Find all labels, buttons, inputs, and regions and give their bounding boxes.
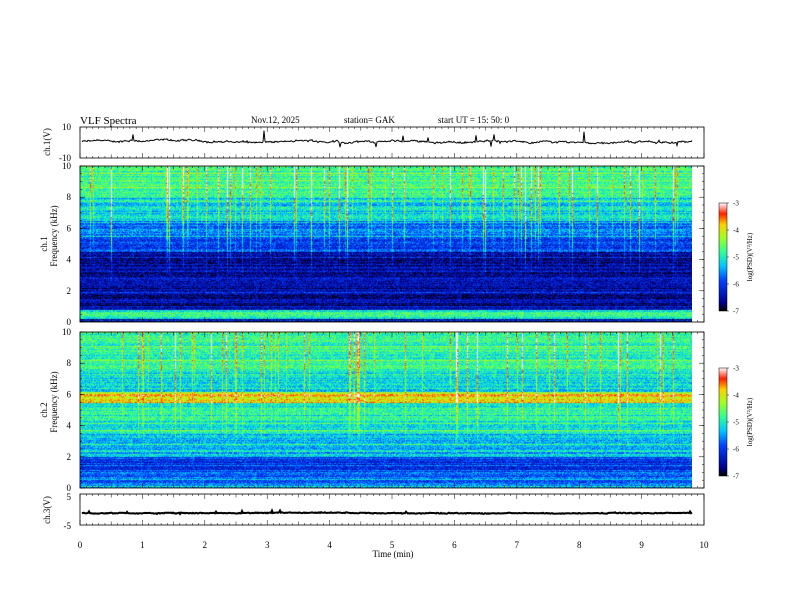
colorbar-tick-label: -3 xyxy=(733,365,739,373)
x-tick-label: 5 xyxy=(390,540,395,550)
x-tick-label: 6 xyxy=(452,540,457,550)
figure-title: VLF Spectra xyxy=(80,115,137,127)
ch1-spec-ylabel-channel: ch.1 xyxy=(39,236,49,251)
station-label: station= GAK xyxy=(344,115,395,125)
ch1-spec-ylabel: Frequency (kHz) xyxy=(49,205,59,266)
x-tick-label: 0 xyxy=(78,540,83,550)
colorbar-tick-label: -4 xyxy=(733,227,739,235)
ch1-waveform-panel: 10 -10 ch.1(V) xyxy=(42,122,705,163)
y-tick-label: 2 xyxy=(67,452,72,462)
y-tick-label: 10 xyxy=(62,327,72,337)
ch1-spectrogram-image xyxy=(80,166,692,322)
y-tick-label: 8 xyxy=(67,192,72,202)
ch3-wave-ytick-top: 5 xyxy=(67,492,72,502)
colorbar-tick-label: -6 xyxy=(733,446,739,454)
y-tick-label: 4 xyxy=(67,421,72,431)
colorbar-tick-label: -5 xyxy=(733,254,739,262)
y-tick-label: 4 xyxy=(67,255,72,265)
y-tick-label: 10 xyxy=(62,161,72,171)
ch2-spectrogram-image xyxy=(80,332,692,488)
colorbar-tick-label: -5 xyxy=(733,419,739,427)
x-tick-label: 10 xyxy=(700,540,710,550)
y-tick-label: 6 xyxy=(67,223,72,233)
colorbar-tick-label: -3 xyxy=(733,200,739,208)
start-time-label: start UT = 15: 50: 0 xyxy=(438,115,510,125)
y-tick-label: 6 xyxy=(67,389,72,399)
ch1-wave-ylabel: ch.1(V) xyxy=(42,128,52,156)
x-axis-label: Time (min) xyxy=(373,549,414,559)
ch2-colorbar-label: log(PSD)(V²/Hz) xyxy=(746,397,754,446)
y-tick-label: 2 xyxy=(67,286,72,296)
x-tick-label: 2 xyxy=(203,540,208,550)
y-tick-label: 8 xyxy=(67,358,72,368)
y-tick-label: 0 xyxy=(67,483,72,493)
colorbar-tick-label: -6 xyxy=(733,281,739,289)
ch3-waveform-trace xyxy=(81,508,693,516)
ch3-wave-ylabel: ch.3(V) xyxy=(42,496,52,524)
x-tick-label: 9 xyxy=(639,540,644,550)
ch1-wave-ytick-top: 10 xyxy=(62,122,72,132)
ch2-spec-ylabel-channel: ch.2 xyxy=(39,402,49,417)
date-label: Nov.12, 2025 xyxy=(251,115,300,125)
ch1-spectrogram-panel: 0 2 4 6 8 10 ch.1 Frequency (kHz) xyxy=(39,161,705,327)
ch1-wave-ytick-bottom: -10 xyxy=(59,153,71,163)
ch3-wave-ytick-bottom: -5 xyxy=(64,521,72,531)
colorbar-tick-label: -7 xyxy=(733,308,739,316)
ch1-waveform-trace xyxy=(81,130,693,148)
colorbar-tick-label: -7 xyxy=(733,473,739,481)
y-tick-label: 0 xyxy=(67,317,72,327)
ch2-spec-ylabel: Frequency (kHz) xyxy=(49,371,59,432)
ch3-waveform-panel: 5 -5 ch.3(V) xyxy=(42,492,705,531)
colorbar-tick-label: -4 xyxy=(733,392,739,400)
x-tick-label: 8 xyxy=(577,540,582,550)
ch1-colorbar-label: log(PSD)(V²/Hz) xyxy=(746,232,754,281)
x-tick-label: 3 xyxy=(265,540,270,550)
x-tick-label: 1 xyxy=(140,540,145,550)
ch2-spectrogram-panel: 0 2 4 6 8 10 ch.2 Frequency (kHz) xyxy=(39,327,705,493)
x-tick-label: 7 xyxy=(515,540,520,550)
ch1-colorbar: -3 -4 -5 -6 -7 log(PSD)(V²/Hz) xyxy=(718,200,754,316)
ch2-colorbar: -3 -4 -5 -6 -7 log(PSD)(V²/Hz) xyxy=(718,365,754,481)
x-tick-label: 4 xyxy=(327,540,332,550)
